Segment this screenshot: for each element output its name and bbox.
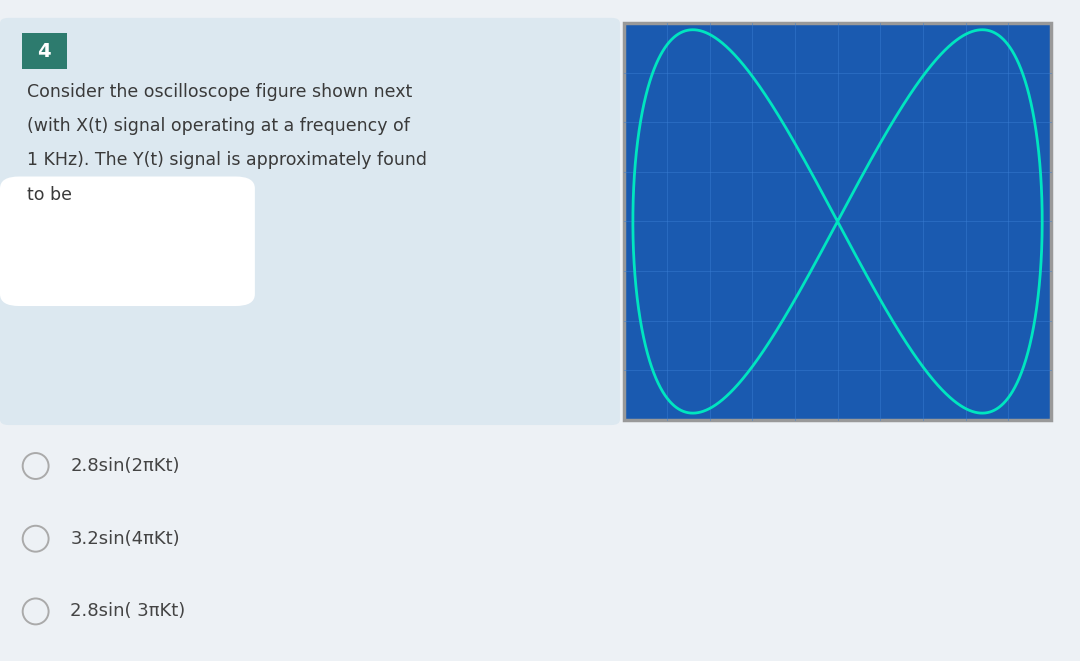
FancyBboxPatch shape — [0, 18, 620, 425]
FancyBboxPatch shape — [0, 176, 255, 306]
Text: Consider the oscilloscope figure shown next: Consider the oscilloscope figure shown n… — [27, 83, 413, 100]
Text: 2.8sin( 3πKt): 2.8sin( 3πKt) — [70, 602, 186, 621]
Text: 4: 4 — [38, 42, 51, 61]
Text: 2.8sin(2πKt): 2.8sin(2πKt) — [70, 457, 179, 475]
Text: 1 KHz). The Y(t) signal is approximately found: 1 KHz). The Y(t) signal is approximately… — [27, 151, 427, 169]
Text: 3.2sin(4πKt): 3.2sin(4πKt) — [70, 529, 180, 548]
Text: to be: to be — [27, 186, 72, 204]
FancyBboxPatch shape — [22, 33, 67, 69]
Text: (with X(t) signal operating at a frequency of: (with X(t) signal operating at a frequen… — [27, 117, 410, 135]
FancyBboxPatch shape — [624, 23, 1051, 420]
